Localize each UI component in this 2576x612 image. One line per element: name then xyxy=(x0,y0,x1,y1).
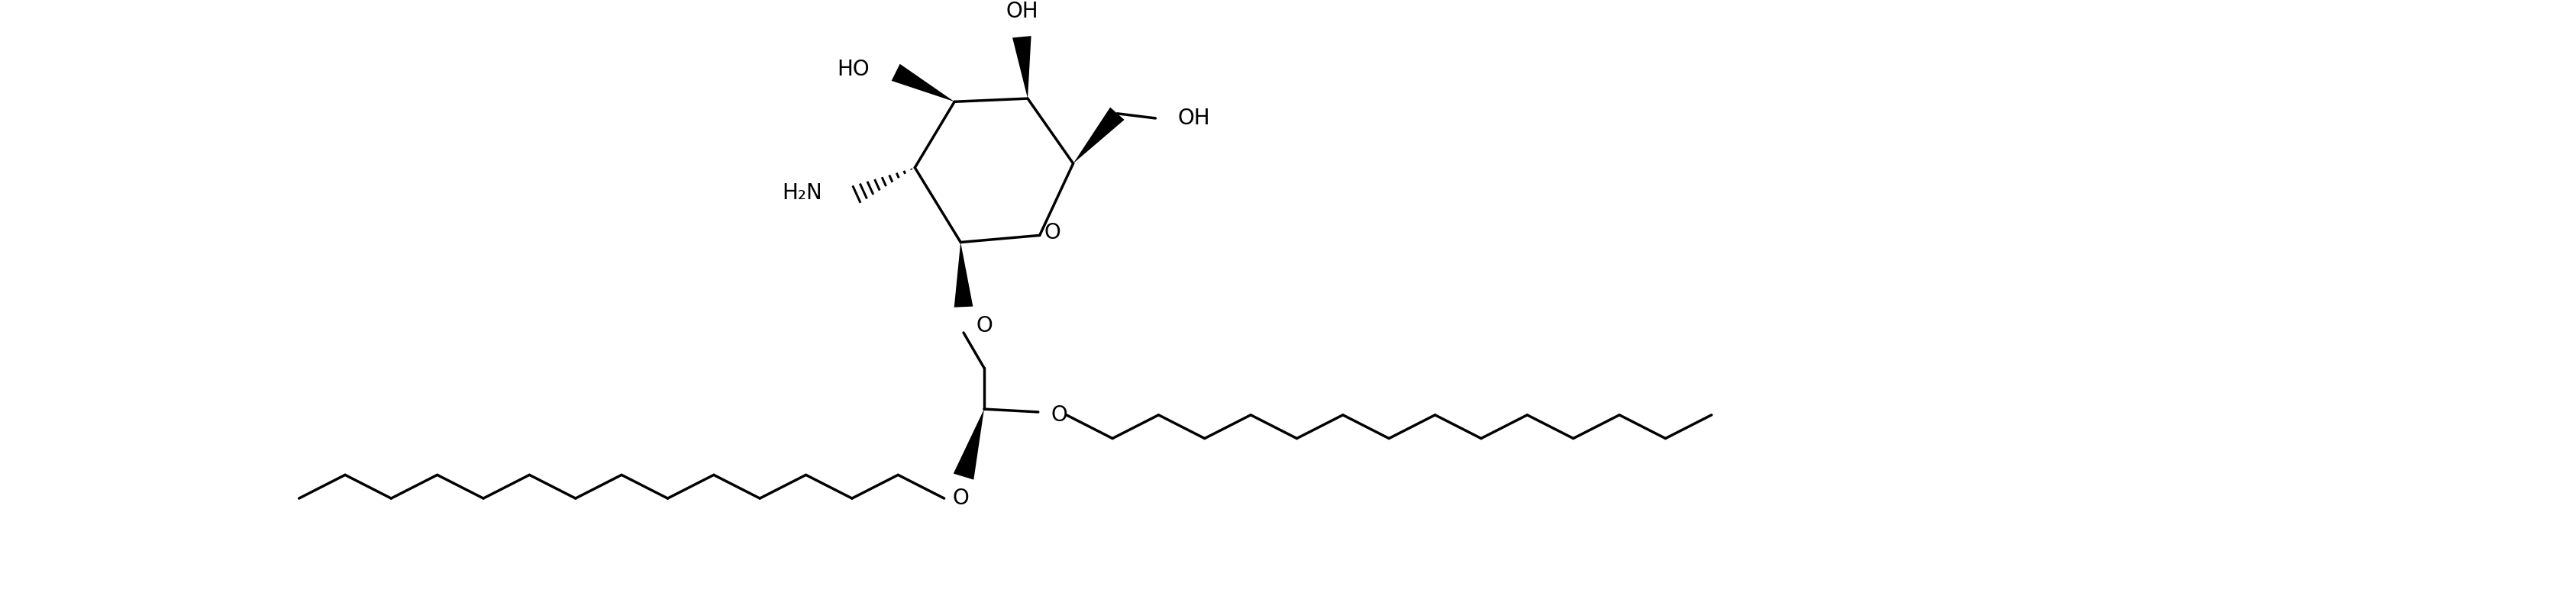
Polygon shape xyxy=(953,242,974,307)
Polygon shape xyxy=(891,64,956,102)
Text: O: O xyxy=(953,488,969,509)
Polygon shape xyxy=(1074,107,1123,163)
Text: O: O xyxy=(1051,405,1066,425)
Text: H₂N: H₂N xyxy=(783,182,822,204)
Text: OH: OH xyxy=(1177,108,1211,129)
Polygon shape xyxy=(953,409,984,480)
Text: HO: HO xyxy=(837,59,868,80)
Text: O: O xyxy=(1043,222,1061,243)
Text: O: O xyxy=(976,315,994,337)
Polygon shape xyxy=(1012,36,1030,99)
Text: OH: OH xyxy=(1005,1,1038,22)
